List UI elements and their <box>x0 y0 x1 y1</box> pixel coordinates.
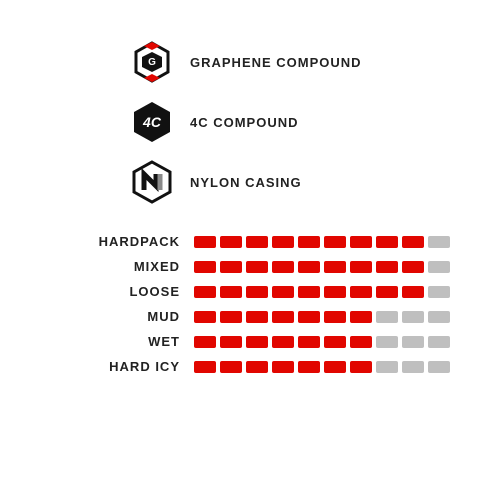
rating-segments <box>194 236 450 248</box>
rating-segment <box>428 286 450 298</box>
svg-text:4C: 4C <box>142 114 162 130</box>
rating-segment <box>298 261 320 273</box>
rating-segment <box>402 261 424 273</box>
rating-segment <box>428 311 450 323</box>
rating-segment <box>428 236 450 248</box>
rating-segment <box>298 236 320 248</box>
rating-label: WET <box>60 334 180 349</box>
rating-segment <box>298 286 320 298</box>
rating-segment <box>220 311 242 323</box>
rating-segment <box>402 236 424 248</box>
rating-label: LOOSE <box>60 284 180 299</box>
rating-segment <box>246 286 268 298</box>
rating-segment <box>324 236 346 248</box>
rating-label: MIXED <box>60 259 180 274</box>
rating-segment <box>324 261 346 273</box>
rating-segment <box>428 336 450 348</box>
rating-segments <box>194 336 450 348</box>
rating-segment <box>194 361 216 373</box>
rating-segment <box>298 311 320 323</box>
rating-segment <box>402 286 424 298</box>
rating-segments <box>194 361 450 373</box>
feature-4c: 4C 4C COMPOUND <box>130 100 460 144</box>
rating-segment <box>246 236 268 248</box>
rating-label: MUD <box>60 309 180 324</box>
rating-row: HARDPACK <box>60 234 460 249</box>
rating-row: HARD ICY <box>60 359 460 374</box>
rating-segment <box>324 311 346 323</box>
rating-segment <box>272 336 294 348</box>
rating-segments <box>194 261 450 273</box>
rating-segment <box>194 261 216 273</box>
rating-segment <box>298 361 320 373</box>
rating-segment <box>376 336 398 348</box>
terrain-ratings: HARDPACK MIXED LOOSE MUD WET HARD ICY <box>60 234 460 374</box>
rating-segment <box>220 361 242 373</box>
rating-segments <box>194 286 450 298</box>
rating-segment <box>324 336 346 348</box>
rating-segment <box>428 361 450 373</box>
rating-segment <box>272 261 294 273</box>
rating-segments <box>194 311 450 323</box>
nylon-icon <box>130 160 174 204</box>
rating-segment <box>324 361 346 373</box>
rating-label: HARD ICY <box>60 359 180 374</box>
graphene-icon: G <box>130 40 174 84</box>
rating-row: LOOSE <box>60 284 460 299</box>
rating-segment <box>376 286 398 298</box>
feature-list: G GRAPHENE COMPOUND 4C 4C COMPOUND <box>130 40 460 204</box>
rating-segment <box>376 361 398 373</box>
rating-label: HARDPACK <box>60 234 180 249</box>
rating-segment <box>272 236 294 248</box>
rating-segment <box>220 236 242 248</box>
rating-segment <box>324 286 346 298</box>
rating-segment <box>402 311 424 323</box>
rating-segment <box>220 261 242 273</box>
rating-segment <box>350 236 372 248</box>
rating-segment <box>272 311 294 323</box>
rating-segment <box>194 236 216 248</box>
rating-segment <box>350 261 372 273</box>
rating-segment <box>272 361 294 373</box>
rating-segment <box>246 361 268 373</box>
fourc-icon: 4C <box>130 100 174 144</box>
rating-row: WET <box>60 334 460 349</box>
rating-segment <box>376 236 398 248</box>
rating-segment <box>376 261 398 273</box>
rating-segment <box>350 336 372 348</box>
svg-text:G: G <box>148 57 156 68</box>
feature-label: 4C COMPOUND <box>190 115 299 130</box>
rating-row: MIXED <box>60 259 460 274</box>
rating-segment <box>194 311 216 323</box>
rating-segment <box>246 311 268 323</box>
rating-segment <box>402 336 424 348</box>
rating-segment <box>350 311 372 323</box>
rating-row: MUD <box>60 309 460 324</box>
rating-segment <box>194 286 216 298</box>
rating-segment <box>220 336 242 348</box>
rating-segment <box>272 286 294 298</box>
feature-label: GRAPHENE COMPOUND <box>190 55 362 70</box>
feature-graphene: G GRAPHENE COMPOUND <box>130 40 460 84</box>
rating-segment <box>298 336 320 348</box>
rating-segment <box>246 261 268 273</box>
rating-segment <box>350 286 372 298</box>
feature-label: NYLON CASING <box>190 175 302 190</box>
rating-segment <box>376 311 398 323</box>
feature-nylon: NYLON CASING <box>130 160 460 204</box>
rating-segment <box>402 361 424 373</box>
rating-segment <box>350 361 372 373</box>
rating-segment <box>220 286 242 298</box>
rating-segment <box>246 336 268 348</box>
rating-segment <box>428 261 450 273</box>
rating-segment <box>194 336 216 348</box>
